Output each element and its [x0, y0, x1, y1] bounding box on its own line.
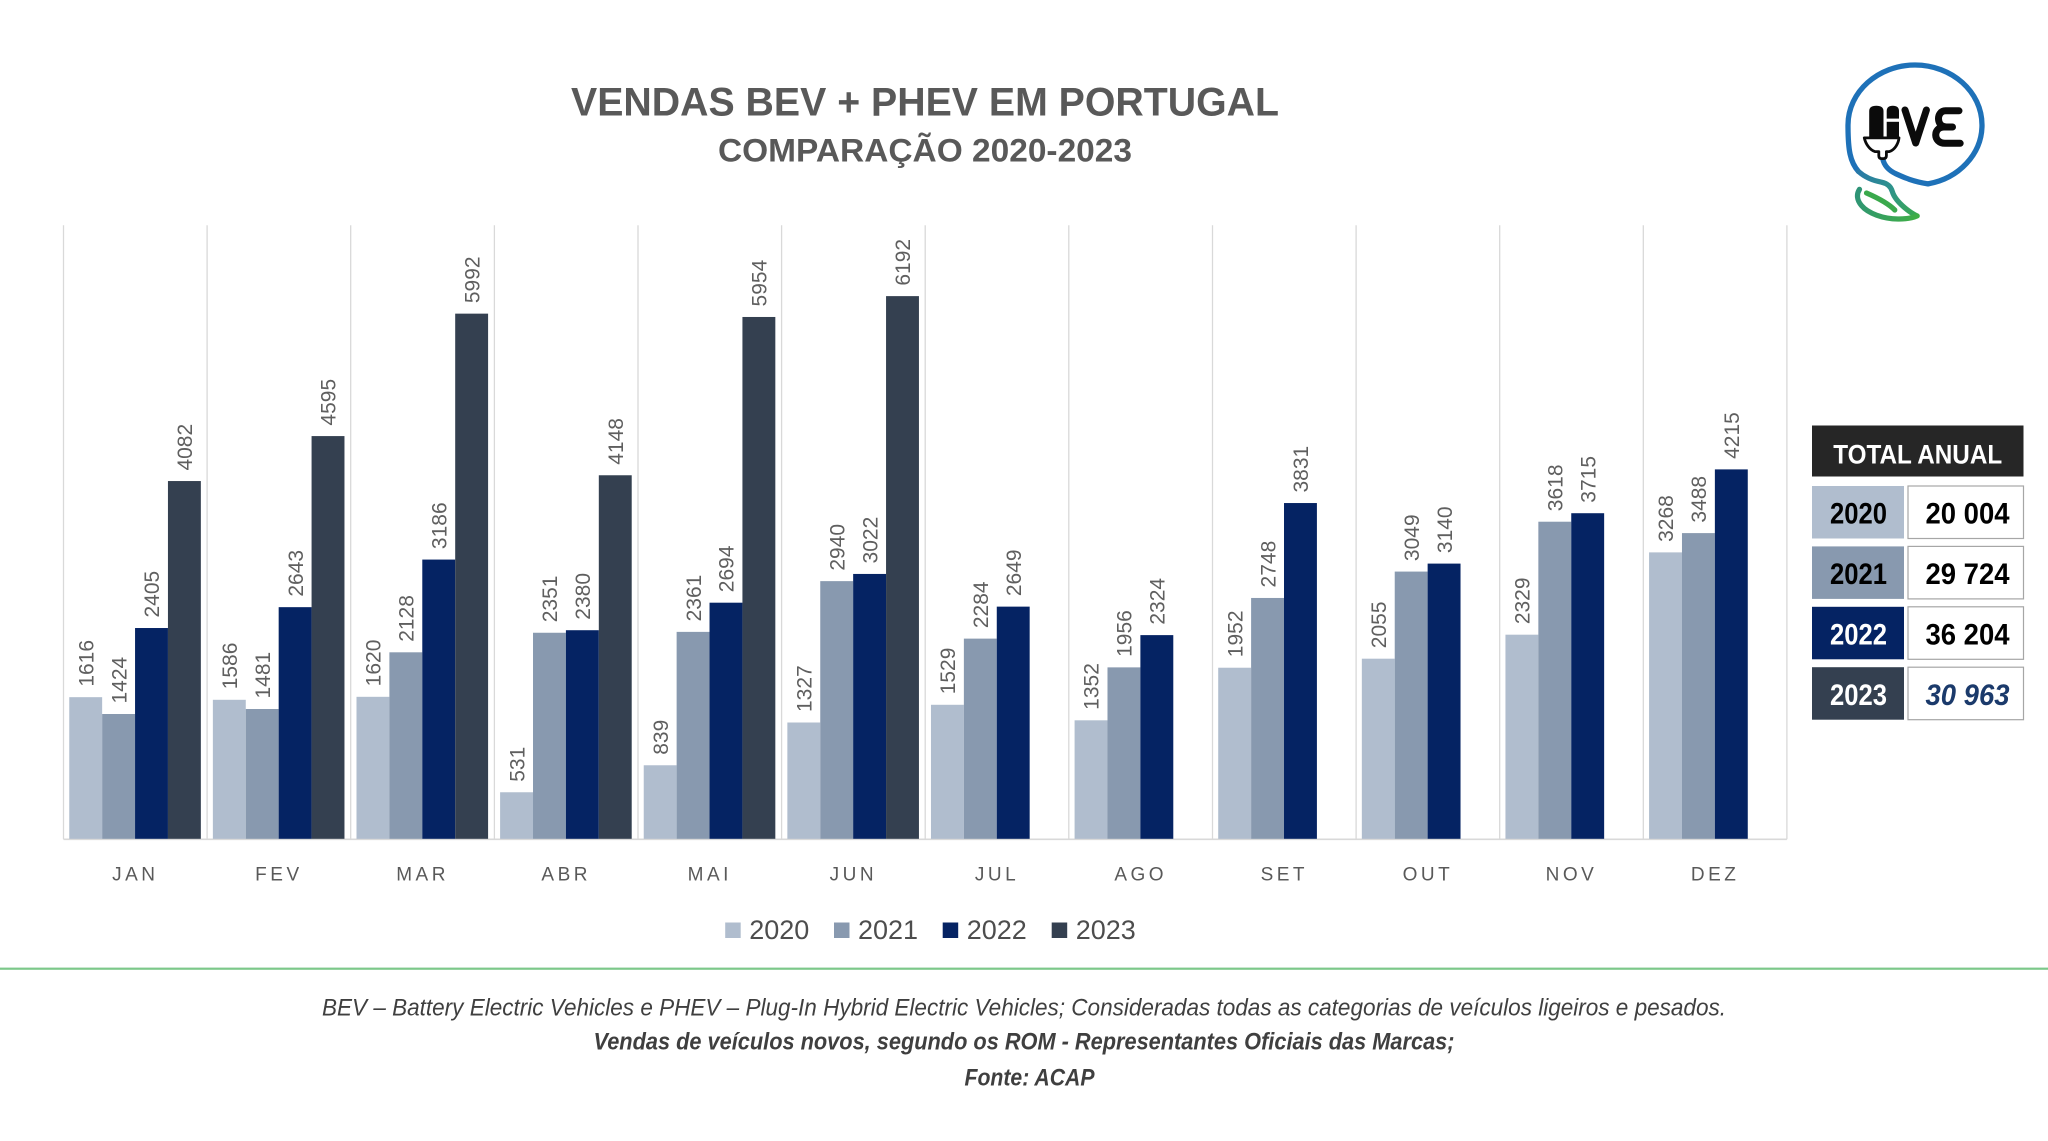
svg-text:36 204: 36 204: [1926, 618, 2010, 651]
svg-text:ABR: ABR: [541, 865, 591, 886]
svg-text:2329: 2329: [1512, 577, 1535, 624]
svg-text:JAN: JAN: [112, 865, 158, 886]
svg-text:2021: 2021: [1830, 558, 1887, 591]
svg-text:3186: 3186: [428, 502, 451, 549]
svg-text:3618: 3618: [1545, 464, 1568, 511]
svg-text:2643: 2643: [285, 550, 308, 597]
svg-text:2022: 2022: [967, 915, 1027, 945]
svg-text:VENDAS BEV + PHEV EM PORTUGAL: VENDAS BEV + PHEV EM PORTUGAL: [571, 81, 1279, 125]
svg-text:2023: 2023: [1076, 915, 1136, 945]
svg-text:2405: 2405: [141, 571, 164, 618]
svg-text:2694: 2694: [716, 545, 739, 592]
svg-text:MAR: MAR: [396, 865, 449, 886]
svg-text:2020: 2020: [749, 915, 809, 945]
svg-text:3268: 3268: [1655, 495, 1678, 542]
svg-text:5954: 5954: [749, 259, 772, 306]
svg-text:1529: 1529: [937, 648, 960, 695]
svg-text:30 963: 30 963: [1926, 679, 2010, 712]
svg-text:2351: 2351: [539, 576, 562, 623]
svg-text:4215: 4215: [1721, 412, 1744, 459]
svg-text:4595: 4595: [318, 379, 341, 426]
svg-text:2020: 2020: [1830, 498, 1887, 531]
svg-text:1481: 1481: [252, 652, 275, 699]
svg-text:2021: 2021: [858, 915, 918, 945]
svg-text:MAI: MAI: [688, 865, 732, 886]
svg-text:6192: 6192: [892, 239, 915, 286]
svg-text:2361: 2361: [683, 575, 706, 622]
svg-text:Fonte: ACAP: Fonte: ACAP: [965, 1065, 1096, 1092]
svg-text:2380: 2380: [572, 573, 595, 620]
svg-text:2284: 2284: [970, 581, 993, 628]
svg-text:BEV – Battery Electric Vehicle: BEV – Battery Electric Vehicles e PHEV –…: [322, 995, 1726, 1022]
svg-text:20 004: 20 004: [1926, 498, 2010, 531]
svg-text:AGO: AGO: [1114, 865, 1167, 886]
svg-text:SET: SET: [1261, 865, 1308, 886]
svg-text:2055: 2055: [1368, 601, 1391, 648]
svg-text:1956: 1956: [1114, 610, 1137, 657]
svg-text:1352: 1352: [1081, 663, 1104, 710]
svg-text:OUT: OUT: [1403, 865, 1454, 886]
svg-text:Vendas de veículos novos, segu: Vendas de veículos novos, segundo os ROM…: [594, 1029, 1455, 1056]
svg-text:3049: 3049: [1401, 514, 1424, 561]
svg-text:2023: 2023: [1830, 679, 1887, 712]
svg-text:1952: 1952: [1224, 611, 1247, 658]
svg-text:2940: 2940: [826, 524, 849, 571]
svg-text:2022: 2022: [1830, 618, 1887, 651]
svg-text:1620: 1620: [363, 640, 386, 687]
svg-text:1327: 1327: [794, 665, 817, 712]
svg-text:3140: 3140: [1434, 506, 1457, 553]
svg-text:2748: 2748: [1257, 541, 1280, 588]
svg-text:1424: 1424: [108, 656, 131, 703]
svg-text:JUL: JUL: [975, 865, 1019, 886]
svg-text:4082: 4082: [174, 424, 197, 471]
svg-text:2324: 2324: [1147, 578, 1170, 625]
svg-text:3831: 3831: [1290, 446, 1313, 493]
svg-text:1586: 1586: [219, 643, 242, 690]
svg-text:COMPARAÇÃO 2020-2023: COMPARAÇÃO 2020-2023: [718, 133, 1132, 169]
svg-text:3488: 3488: [1688, 476, 1711, 523]
svg-text:3715: 3715: [1577, 456, 1600, 503]
svg-text:2128: 2128: [396, 595, 419, 642]
svg-text:5992: 5992: [461, 256, 484, 303]
svg-text:839: 839: [650, 720, 673, 755]
svg-text:JUN: JUN: [830, 865, 877, 886]
svg-text:3022: 3022: [859, 517, 882, 564]
svg-text:531: 531: [506, 747, 529, 782]
svg-text:TOTAL ANUAL: TOTAL ANUAL: [1833, 440, 2002, 470]
svg-text:FEV: FEV: [255, 865, 302, 886]
svg-text:DEZ: DEZ: [1691, 865, 1740, 886]
svg-text:4148: 4148: [605, 418, 628, 465]
svg-text:1616: 1616: [75, 640, 98, 687]
svg-text:2649: 2649: [1003, 549, 1026, 596]
svg-text:NOV: NOV: [1546, 865, 1598, 886]
svg-text:29 724: 29 724: [1926, 558, 2010, 591]
